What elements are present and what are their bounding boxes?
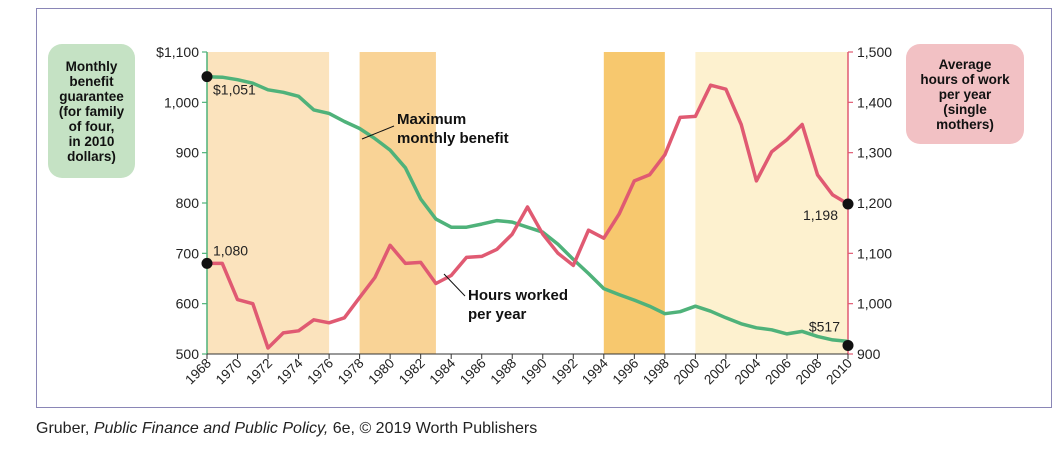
x-tick-label: 1980 <box>365 356 397 388</box>
right-tick-label: 1,400 <box>857 94 892 110</box>
x-tick-label: 1970 <box>213 356 245 388</box>
endpoint-dot <box>201 257 213 269</box>
right-tick-label: 1,500 <box>857 44 892 60</box>
x-tick-label: 2004 <box>732 355 764 387</box>
credit-publisher: 6e, © 2019 Worth Publishers <box>328 420 538 437</box>
shaded-period-0 <box>207 52 330 354</box>
data-label: 1,080 <box>213 242 248 258</box>
x-tick-label: 1994 <box>579 355 611 387</box>
series-callout-line <box>361 125 395 140</box>
x-tick-label: 1996 <box>610 356 642 388</box>
data-label: 1,198 <box>803 207 838 223</box>
x-tick-label: 1998 <box>640 356 672 388</box>
x-tick-label: 2006 <box>762 356 794 388</box>
endpoint-dot <box>201 71 213 83</box>
left-axis-label: Monthly benefit guarantee (for family of… <box>48 44 135 178</box>
x-tick-label: 2008 <box>793 356 825 388</box>
source-credit: Gruber, Public Finance and Public Policy… <box>36 420 537 438</box>
x-tick-label: 1974 <box>274 355 306 387</box>
left-tick-label: 800 <box>176 195 200 211</box>
left-tick-label: $1,100 <box>156 44 199 60</box>
left-tick-label: 500 <box>176 346 200 362</box>
credit-book-title: Public Finance and Public Policy, <box>93 420 329 437</box>
left-tick-label: 900 <box>176 145 200 161</box>
x-tick-label: 2010 <box>823 356 855 388</box>
right-tick-label: 1,000 <box>857 296 892 312</box>
left-tick-label: 1,000 <box>164 94 199 110</box>
right-tick-label: 1,100 <box>857 245 892 261</box>
series-label-line1: Maximum <box>397 111 466 128</box>
endpoint-dot <box>842 198 854 210</box>
x-tick-label: 1976 <box>304 356 336 388</box>
x-tick-label: 1984 <box>426 355 458 387</box>
series-callout-line <box>443 273 466 297</box>
data-label: $517 <box>809 318 840 334</box>
endpoint-dot <box>842 339 854 351</box>
x-tick-label: 1990 <box>518 356 550 388</box>
line-chart: 500 600 700 800 900 1,000 $1,100 900 1,000 1,100 1… <box>156 44 892 388</box>
x-tick-label: 2000 <box>671 356 703 388</box>
shaded-period-3 <box>695 52 848 354</box>
x-tick-label: 1972 <box>243 356 275 388</box>
data-label: $1,051 <box>213 82 256 98</box>
series-label-line2: per year <box>468 306 527 323</box>
credit-author: Gruber, <box>36 420 94 437</box>
right-tick-label: 900 <box>857 346 881 362</box>
x-tick-label: 1982 <box>396 356 428 388</box>
series-line-1 <box>205 83 850 350</box>
x-tick-label: 1992 <box>549 356 581 388</box>
series-line-0 <box>205 74 850 344</box>
x-tick-label: 1988 <box>488 356 520 388</box>
shaded-period-2 <box>603 52 665 354</box>
right-axis-label: Average hours of work per year (single m… <box>906 44 1024 144</box>
x-tick-label: 2002 <box>701 356 733 388</box>
right-tick-label: 1,300 <box>857 145 892 161</box>
series-label-line2: monthly benefit <box>397 130 509 147</box>
x-tick-label: 1978 <box>335 356 367 388</box>
x-tick-label: 1986 <box>457 356 489 388</box>
left-tick-label: 600 <box>176 296 200 312</box>
right-tick-label: 1,200 <box>857 195 892 211</box>
series-label-line1: Hours worked <box>468 287 568 304</box>
left-tick-label: 700 <box>176 245 200 261</box>
